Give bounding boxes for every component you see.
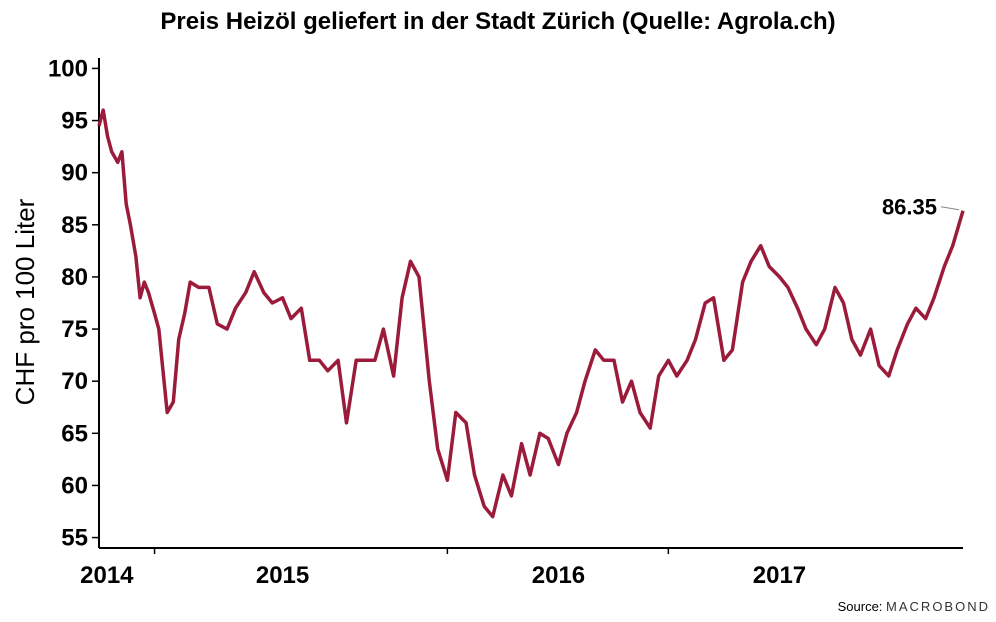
y-tick-label: 75 bbox=[61, 316, 88, 343]
y-axis-ticks: 55 60 65 70 75 80 85 90 95 100 bbox=[48, 55, 99, 552]
y-tick-label: 100 bbox=[48, 55, 88, 82]
y-axis-label: CHF pro 100 Liter bbox=[10, 198, 40, 405]
chart-title: Preis Heizöl geliefert in der Stadt Züri… bbox=[160, 8, 836, 35]
x-tick-label: 2014 bbox=[80, 562, 134, 589]
last-value-leader bbox=[940, 206, 960, 211]
y-tick-label: 70 bbox=[61, 368, 88, 395]
x-axis-ticks: 2014 2015 2016 2017 bbox=[80, 548, 806, 589]
x-tick-label: 2016 bbox=[532, 562, 585, 589]
y-tick-label: 65 bbox=[61, 420, 88, 447]
y-tick-label: 55 bbox=[61, 525, 88, 552]
series-line bbox=[97, 108, 965, 519]
source-brand-logo: MACROBOND bbox=[886, 599, 990, 614]
y-tick-label: 60 bbox=[61, 472, 88, 499]
source-prefix: Source: bbox=[837, 599, 883, 614]
x-tick-label: 2015 bbox=[256, 562, 309, 589]
y-tick-label: 80 bbox=[61, 264, 88, 291]
source-note: Source: MACROBOND bbox=[838, 599, 990, 614]
y-tick-label: 85 bbox=[61, 212, 88, 239]
x-tick-label: 2017 bbox=[753, 562, 806, 589]
y-tick-label: 95 bbox=[61, 108, 88, 135]
last-value-label: 86.35 bbox=[882, 195, 937, 220]
y-tick-label: 90 bbox=[61, 160, 88, 187]
